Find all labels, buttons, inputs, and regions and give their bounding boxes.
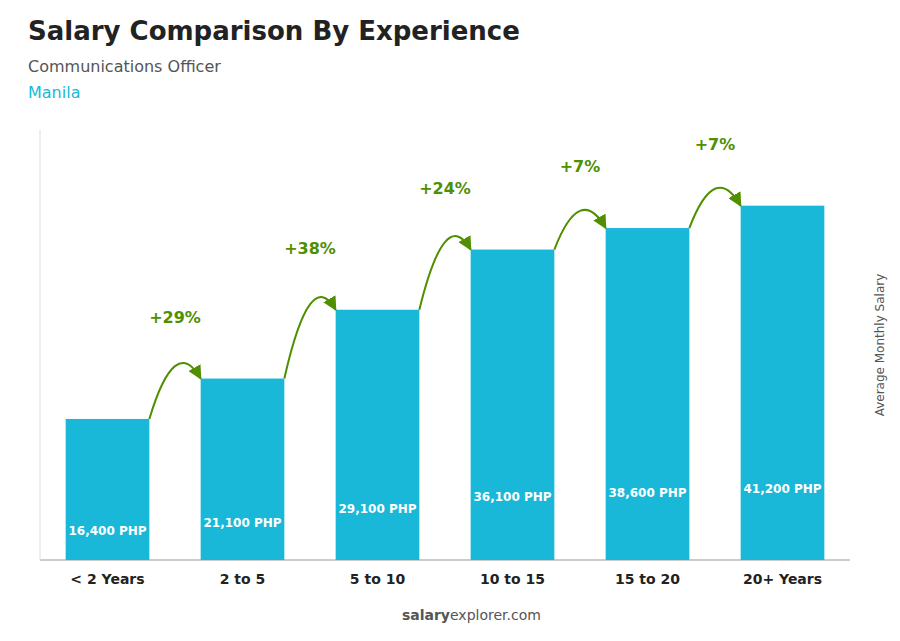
- change-label: +7%: [560, 157, 601, 176]
- change-label: +38%: [284, 239, 336, 258]
- change-arrow: [689, 188, 740, 228]
- bar: [606, 228, 690, 560]
- city: Manila: [28, 83, 80, 102]
- title: Salary Comparison By Experience: [28, 16, 520, 46]
- chart: Salary Comparison By Experience Communica…: [0, 0, 900, 641]
- x-tick-label: 10 to 15: [480, 571, 545, 587]
- x-tick-label: 20+ Years: [743, 571, 822, 587]
- change-arrow: [284, 297, 335, 379]
- x-axis-line: [40, 560, 850, 561]
- bar: [471, 250, 555, 560]
- x-tick-label: 5 to 10: [350, 571, 406, 587]
- bar: [336, 310, 420, 560]
- data-label: 29,100 PHP: [338, 502, 416, 516]
- x-tick-label: < 2 Years: [70, 571, 144, 587]
- data-label: 38,600 PHP: [608, 486, 686, 500]
- y-axis-label: Average Monthly Salary: [873, 274, 887, 417]
- change-label: +29%: [149, 308, 201, 327]
- y-axis-line: [40, 130, 41, 560]
- x-tick-label: 15 to 20: [615, 571, 680, 587]
- bar: [741, 206, 825, 560]
- bar: [66, 419, 150, 560]
- data-label: 36,100 PHP: [473, 490, 551, 504]
- data-label: 21,100 PHP: [203, 516, 281, 530]
- watermark: salary: [402, 607, 450, 623]
- x-tick-label: 2 to 5: [220, 571, 266, 587]
- subtitle: Communications Officer: [28, 57, 221, 76]
- data-label: 41,200 PHP: [743, 482, 821, 496]
- change-label: +24%: [419, 179, 471, 198]
- change-arrow: [419, 236, 470, 310]
- data-label: 16,400 PHP: [68, 524, 146, 538]
- change-arrow: [149, 363, 200, 419]
- change-arrow: [554, 210, 605, 250]
- bar: [201, 379, 285, 560]
- watermark: explorer.com: [450, 607, 541, 623]
- bars: [66, 206, 825, 560]
- change-label: +7%: [695, 135, 736, 154]
